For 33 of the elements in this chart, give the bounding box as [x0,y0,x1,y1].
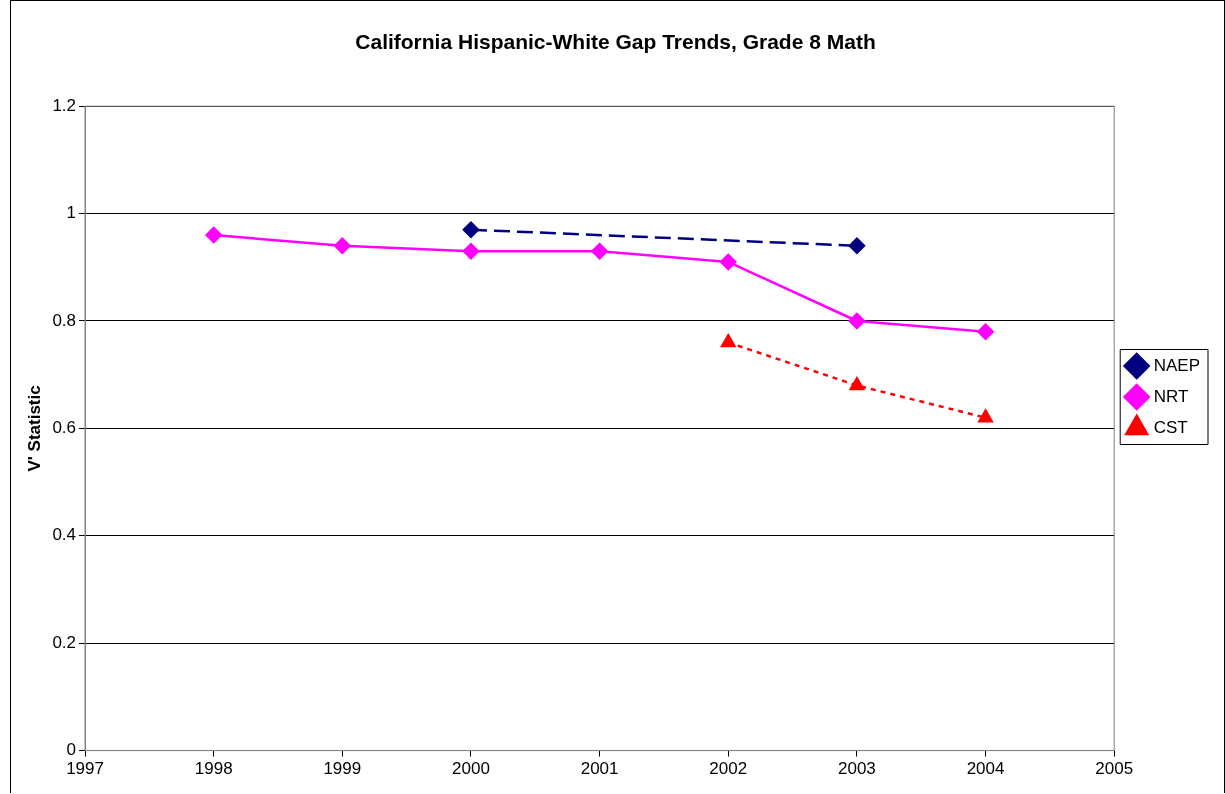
point [462,242,480,260]
point [205,226,222,244]
x-tick-label: 2005 [1095,759,1134,779]
y-tick-label: 0.6 [52,418,77,438]
y-tick-label: 1.2 [52,95,77,115]
y-tick-label: 1 [66,203,77,223]
chart-title: California Hispanic-White Gap Trends, Grade 8 Math [355,30,876,54]
point [334,237,351,255]
x-tick-label: 2003 [838,759,876,779]
point [720,253,737,271]
y-tick-label: 0 [66,740,77,760]
legend-label: NAEP [1153,355,1200,375]
x-tick-label: 2004 [966,759,1005,779]
x-tick-label: 1998 [194,759,233,779]
y-axis-title: V' Statistic [24,385,44,472]
x-tick-label: 1999 [323,759,362,779]
legend-label: CST [1153,417,1188,437]
point [978,409,993,423]
y-tick-label: 0.2 [52,632,77,652]
x-tick-label: 1997 [66,759,104,779]
point [720,334,736,348]
legend-label: NRT [1153,386,1189,406]
point [462,221,480,238]
y-tick-label: 0.4 [52,525,77,545]
point [591,242,608,260]
point [977,323,994,340]
x-tick-label: 2001 [580,759,619,779]
point [849,377,865,391]
x-tick-label: 2002 [709,759,748,779]
point [848,312,866,330]
point [848,237,866,255]
y-tick-label: 0.8 [52,310,77,330]
x-tick-label: 2000 [452,759,490,779]
